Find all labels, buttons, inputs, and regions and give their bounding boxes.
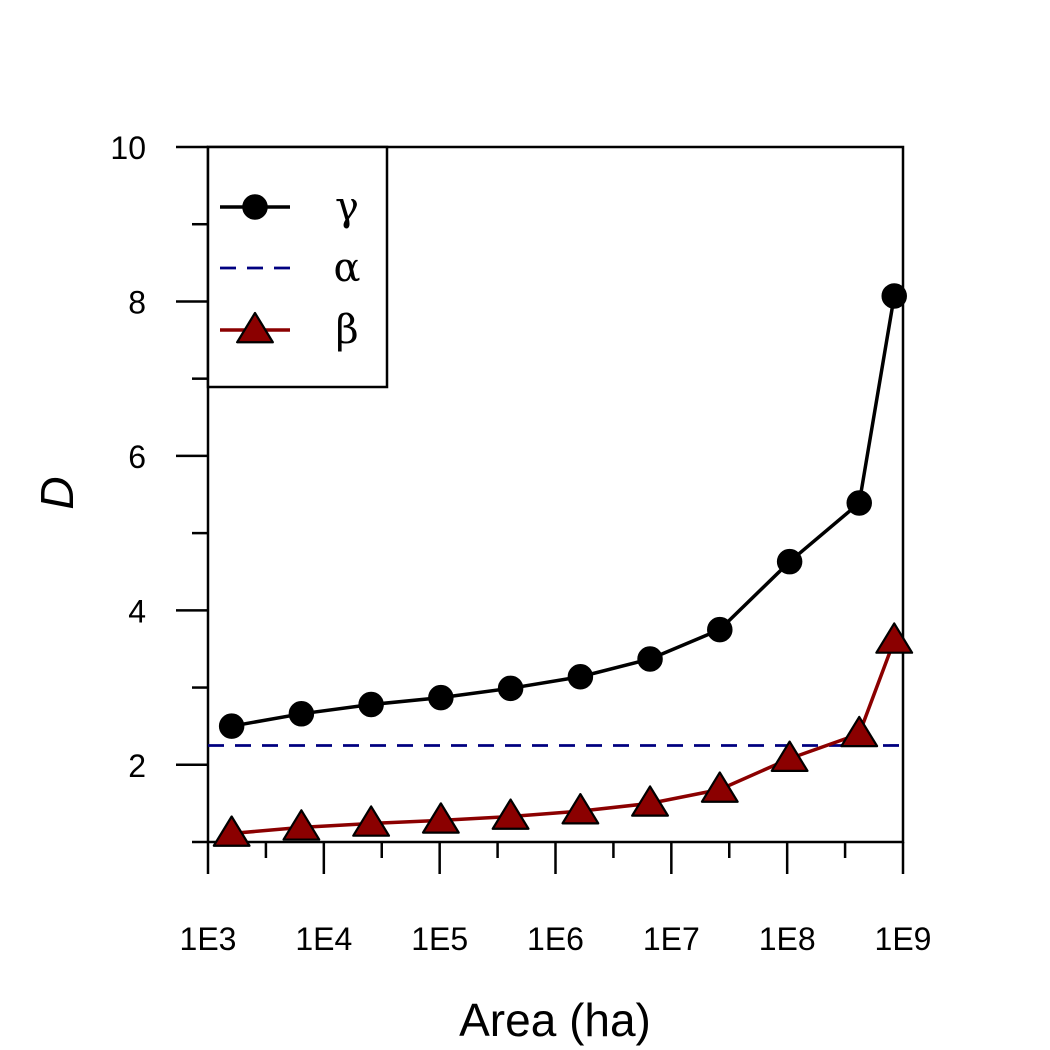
- x-tick-label: 1E8: [759, 921, 816, 957]
- data-point-gamma: [776, 548, 803, 575]
- x-tick-label: 1E6: [527, 921, 584, 957]
- x-tick-label: 1E3: [180, 921, 237, 957]
- data-point-beta: [491, 798, 530, 830]
- data-point-gamma: [288, 701, 315, 727]
- data-point-gamma: [846, 490, 872, 516]
- legend: γαβ: [206, 145, 389, 389]
- legend-box: [206, 145, 389, 389]
- legend-marker-gamma: [242, 194, 268, 220]
- data-point-beta: [700, 771, 739, 803]
- y-tick-label: 10: [110, 130, 146, 166]
- x-tick-label: 1E9: [875, 921, 932, 957]
- y-tick-label: 2: [128, 748, 146, 784]
- y-tick-label: 4: [128, 593, 146, 629]
- y-tick-label: 8: [128, 284, 146, 320]
- data-point-beta: [212, 815, 251, 847]
- x-tick-label: 1E7: [643, 921, 700, 957]
- data-point-beta: [421, 802, 460, 834]
- data-point-beta: [631, 785, 669, 817]
- data-point-beta: [840, 715, 879, 748]
- data-point-gamma: [497, 675, 524, 702]
- x-axis-title: Area (ha): [459, 994, 651, 1046]
- data-point-beta: [561, 793, 600, 825]
- legend-label: γ: [335, 184, 359, 230]
- legend-label: β: [335, 307, 358, 353]
- axes: 1E3 1E4 1E5 1E6 1E7 1E8 1E9 2 4 6 8 10: [110, 130, 931, 957]
- series-layer: [208, 283, 914, 847]
- y-tick-label: 6: [128, 439, 146, 475]
- y-axis-title: D: [31, 476, 83, 509]
- data-point-gamma: [881, 283, 907, 309]
- legend-marker-beta: [236, 311, 274, 344]
- data-point-beta: [770, 740, 809, 772]
- data-point-beta: [282, 809, 321, 841]
- data-point-gamma: [428, 684, 454, 711]
- data-point-beta: [875, 622, 914, 654]
- x-tick-label: 1E4: [295, 921, 352, 957]
- data-point-gamma: [637, 646, 663, 672]
- data-point-gamma: [707, 616, 733, 643]
- data-point-gamma: [218, 713, 245, 739]
- data-point-beta: [352, 805, 391, 837]
- data-point-gamma: [567, 663, 594, 690]
- x-tick-label: 1E5: [411, 921, 468, 957]
- legend-label: α: [333, 245, 360, 291]
- data-point-gamma: [358, 691, 384, 718]
